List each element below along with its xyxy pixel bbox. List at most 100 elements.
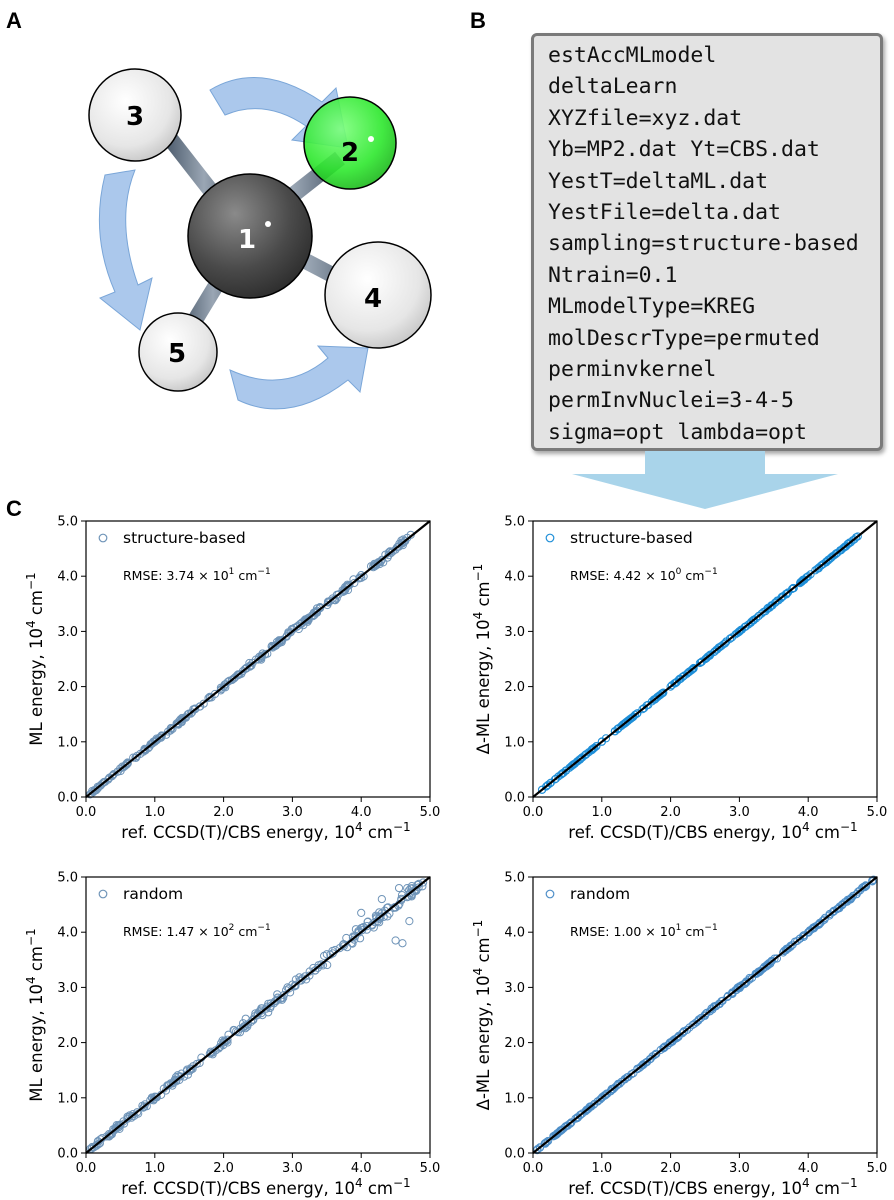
panel-label-a: A [6, 8, 22, 33]
atom-label-2: 2 [341, 138, 359, 168]
scatter-point [839, 543, 848, 552]
scatter-point [362, 922, 372, 931]
scatter-point [702, 1008, 711, 1017]
input-file-line: sampling=structure-based [548, 231, 859, 257]
x-tick-label: 1.0 [591, 1161, 612, 1176]
y-tick-label: 5.0 [57, 871, 78, 886]
scatter-point [216, 683, 225, 692]
input-file-line: XYZfile=xyz.dat [548, 105, 743, 131]
x-tick-label: 3.0 [282, 1161, 303, 1176]
scatter-point [707, 1004, 716, 1013]
input-file-line: estAccMLmodel [548, 43, 717, 68]
panel-label-b: B [470, 8, 486, 33]
scatter-point [715, 999, 724, 1008]
scatter-point [569, 760, 578, 769]
y-tick-label: 0.0 [57, 791, 78, 806]
scatter-point [762, 961, 771, 970]
x-tick-label: 4.0 [798, 1161, 819, 1176]
y-tick-label: 4.0 [57, 926, 78, 941]
input-file-line: deltaLearn [548, 74, 678, 100]
scatter-point [847, 893, 856, 902]
scatter-point [544, 780, 553, 789]
y-tick-label: 1.0 [57, 735, 78, 750]
y-axis-label: ML energy, 104 cm−1 [24, 928, 46, 1101]
scatter-point [779, 948, 788, 957]
scatter-point [610, 1083, 619, 1092]
data-point [370, 562, 380, 571]
scatter-plot-3: 0.00.0 1.0 1.0 2.0 2.0 3.0 3.0 4.0 4.0 5.0 5.0 ref.… [24, 871, 440, 1199]
scatter-point [831, 550, 840, 559]
y-axis-label: ML energy, 104 cm−1 [24, 572, 46, 745]
scatter-point [272, 640, 281, 649]
scatter-point [567, 762, 576, 771]
data-point [233, 670, 242, 680]
scatter-point [568, 761, 577, 770]
scatter-point [745, 975, 754, 984]
x-tick-label: 1.0 [144, 805, 165, 820]
input-file-line: molDescrType=permuted [548, 325, 820, 351]
data-point [150, 1092, 159, 1101]
atom-label-5: 5 [168, 339, 186, 369]
scatter-point [789, 584, 798, 593]
data-point [302, 616, 311, 625]
scatter-point [581, 1107, 590, 1116]
axes-frame [85, 876, 431, 1154]
atom-label-3: 3 [126, 102, 144, 132]
x-tick-label: 0.0 [523, 805, 544, 820]
scatter-point [561, 766, 570, 775]
x-tick-label: 0.0 [523, 1161, 544, 1176]
scatter-point [231, 673, 240, 682]
input-file-line: Yb=MP2.dat Yt=CBS.dat [548, 137, 820, 163]
scatter-point [684, 667, 694, 676]
input-file-line: Ntrain=0.1 [548, 262, 678, 288]
scatter-point [688, 1020, 697, 1030]
scatter-point [301, 972, 310, 981]
scatter-point [133, 751, 142, 760]
scatter-point [95, 1139, 105, 1148]
y-tick-label: 1.0 [57, 1091, 78, 1106]
scatter-point [797, 577, 806, 587]
scatter-point [600, 1091, 609, 1100]
scatter-point [648, 1052, 657, 1061]
data-point [597, 737, 606, 746]
scatter-point [617, 721, 626, 731]
scatter-plots: 0.00.01.01.02.02.03.03.04.04.05.05.0ref.… [24, 515, 887, 1199]
scatter-point [766, 602, 776, 611]
atom-c [187, 173, 313, 299]
scatter-point [326, 596, 335, 605]
data-point [735, 983, 744, 992]
scatter-point [638, 705, 647, 714]
legend-label: structure-based [123, 529, 246, 547]
scatter-point [610, 727, 620, 736]
data-point [405, 917, 414, 926]
scatter-point [694, 1015, 703, 1024]
reference-line [85, 876, 431, 1154]
axes-frame [532, 520, 878, 798]
data-point [804, 928, 813, 937]
data-point [205, 1049, 214, 1058]
scatter-point [403, 884, 412, 893]
scatter-point [192, 1059, 201, 1069]
scatter-point [581, 750, 590, 759]
scatter-point [556, 770, 566, 779]
scatter-point [121, 761, 130, 771]
data-point [205, 693, 214, 702]
scatter-point [852, 533, 861, 542]
legend-marker [98, 889, 108, 899]
scatter-point [88, 786, 97, 796]
scatter-point [566, 1119, 575, 1128]
scatter-point [87, 1144, 96, 1153]
scatter-point [765, 603, 774, 612]
y-tick-label: 0.0 [57, 1147, 78, 1162]
reference-line [532, 876, 878, 1154]
rmse-annotation: RMSE: 3.74 × 101 cm−1 [123, 567, 271, 583]
scatter-point [384, 551, 393, 560]
axes-frame [532, 876, 878, 1154]
scatter-point [261, 1004, 270, 1013]
scatter-point [363, 917, 372, 926]
x-tick-label: 3.0 [729, 1161, 750, 1176]
y-tick-label: 3.0 [504, 625, 525, 640]
scatter-point [770, 954, 779, 963]
scatter-point [131, 753, 141, 762]
scatter-point [636, 1062, 646, 1071]
